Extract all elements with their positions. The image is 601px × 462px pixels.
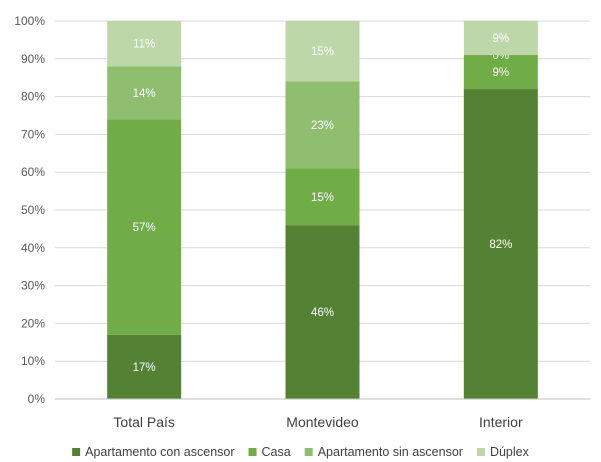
y-tick-label: 40% — [21, 241, 45, 255]
y-tick-label: 60% — [21, 165, 45, 179]
y-tick-label: 80% — [21, 90, 45, 104]
data-label: 15% — [311, 192, 334, 204]
y-tick-label: 20% — [21, 316, 45, 330]
y-axis: 0% 10% 20% 30% 40% 50% 60% 70% 80% 90% 100% — [14, 14, 45, 406]
legend-swatch — [72, 448, 81, 456]
bar-segment — [107, 21, 182, 67]
bar-segment — [285, 168, 360, 226]
bar-segment — [285, 225, 360, 399]
legend-item: Apartamento con ascensor — [72, 445, 235, 459]
data-label: 9% — [493, 33, 510, 45]
legend-item: Casa — [248, 445, 291, 459]
data-label: 11% — [133, 39, 155, 51]
legend-label: Apartamento con ascensor — [85, 445, 234, 459]
data-label: 14% — [133, 88, 156, 100]
data-label: 17% — [133, 362, 156, 374]
y-tick-label: 50% — [21, 203, 45, 217]
data-label: 57% — [133, 222, 156, 234]
legend-label: Casa — [262, 445, 291, 459]
bar-segment — [285, 21, 360, 82]
x-category-label: Interior — [479, 414, 523, 430]
legend: Apartamento con ascensor Casa Apartamento … — [72, 445, 530, 459]
x-axis: Total País Montevideo Interior — [55, 398, 590, 430]
bar-segment — [107, 334, 182, 399]
y-tick-label: 70% — [21, 127, 45, 141]
bars: 17%57%14%11%46%15%23%15%82%9%0%9% — [107, 21, 538, 399]
bar-segment — [107, 66, 182, 120]
data-label: 15% — [311, 46, 334, 58]
legend-swatch — [248, 448, 257, 456]
y-tick-label: 0% — [28, 392, 46, 406]
data-label: 23% — [311, 120, 334, 132]
bar-segment — [107, 119, 182, 335]
legend-item: Apartamento sin ascensor — [304, 445, 463, 459]
data-label: 82% — [489, 239, 512, 251]
bar-segment — [463, 89, 538, 399]
y-tick-label: 100% — [14, 14, 45, 28]
legend-item: Dúplex — [476, 445, 530, 459]
bar-segment — [463, 55, 538, 90]
y-tick-label: 30% — [21, 279, 45, 293]
x-category-label: Total País — [113, 414, 174, 430]
data-label: 46% — [311, 307, 334, 319]
y-tick-label: 10% — [21, 354, 45, 368]
legend-swatch — [304, 448, 313, 456]
legend-swatch — [476, 448, 485, 456]
bar-segment — [285, 81, 360, 169]
legend-label: Dúplex — [490, 445, 530, 459]
data-label: 9% — [493, 67, 510, 79]
legend-label: Apartamento sin ascensor — [318, 445, 463, 459]
x-category-label: Montevideo — [286, 414, 359, 430]
y-tick-label: 90% — [21, 52, 45, 66]
bar-segment — [463, 21, 538, 56]
